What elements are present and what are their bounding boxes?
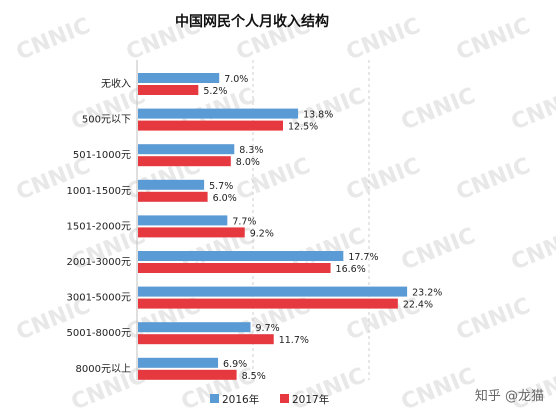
bar-2016 xyxy=(138,73,220,83)
legend: 2016年 2017年 xyxy=(210,393,329,406)
category-label: 1001-1500元 xyxy=(66,186,131,197)
category-label: 8000元以上 xyxy=(76,363,131,375)
bar-2017 xyxy=(138,191,208,202)
value-label-2017: 6.0% xyxy=(213,193,237,204)
footer-credit: 知乎 @龙猫 xyxy=(475,388,544,404)
bar-2016 xyxy=(138,286,408,297)
value-label-2016: 9.7% xyxy=(256,323,280,334)
category-label: 无收入 xyxy=(101,77,131,90)
value-label-2016: 23.2% xyxy=(412,288,442,299)
value-label-2017: 11.7% xyxy=(279,335,309,346)
bar-2017 xyxy=(138,369,237,380)
bars-layer xyxy=(138,73,408,380)
bar-2017 xyxy=(138,85,199,95)
category-label: 500元以下 xyxy=(82,115,131,126)
value-label-2017: 9.2% xyxy=(250,228,274,239)
category-labels: 无收入 500元以下 501-1000元 1001-1500元 1501-2000元 20… xyxy=(66,77,131,375)
value-label-2016: 8.3% xyxy=(239,145,263,156)
value-label-2016: 13.8% xyxy=(303,110,333,121)
legend-swatch-2016 xyxy=(210,394,219,403)
bar-2017 xyxy=(138,263,331,273)
category-label: 2001-3000元 xyxy=(66,257,131,268)
value-label-2016: 6.9% xyxy=(223,359,247,370)
value-label-2017: 5.2% xyxy=(203,86,227,97)
value-label-2017: 8.5% xyxy=(242,371,266,382)
bar-2017 xyxy=(138,120,283,131)
bar-2016 xyxy=(138,179,205,190)
bar-2016 xyxy=(138,322,251,333)
category-label: 3001-5000元 xyxy=(66,293,131,304)
value-labels: 7.0%5.2%13.8%12.5%8.3%8.0%5.7%6.0%7.7%9.… xyxy=(203,74,442,382)
value-label-2017: 12.5% xyxy=(288,122,318,133)
legend-label-2017: 2017年 xyxy=(292,393,329,406)
bar-2016 xyxy=(138,144,235,155)
bar-2016 xyxy=(138,357,219,368)
value-label-2016: 7.0% xyxy=(224,74,248,85)
category-label: 5001-8000元 xyxy=(66,328,131,339)
value-label-2017: 22.4% xyxy=(403,300,433,311)
category-label: 501-1000元 xyxy=(73,150,131,161)
gridlines xyxy=(252,60,370,380)
bar-2016 xyxy=(138,215,228,226)
bar-2017 xyxy=(138,334,274,345)
value-label-2016: 5.7% xyxy=(209,181,233,192)
chart-title: 中国网民个人月收入结构 xyxy=(175,13,329,30)
bar-2017 xyxy=(138,156,231,167)
bar-2016 xyxy=(138,251,344,261)
bar-2017 xyxy=(138,227,245,238)
legend-swatch-2017 xyxy=(280,394,289,403)
bar-2017 xyxy=(138,298,398,309)
category-label: 1501-2000元 xyxy=(66,221,131,232)
value-label-2016: 7.7% xyxy=(232,216,256,227)
bar-2016 xyxy=(138,108,299,119)
value-label-2017: 16.6% xyxy=(336,264,366,275)
value-label-2016: 17.7% xyxy=(348,252,378,263)
value-label-2017: 8.0% xyxy=(236,157,260,168)
legend-label-2016: 2016年 xyxy=(222,393,259,406)
